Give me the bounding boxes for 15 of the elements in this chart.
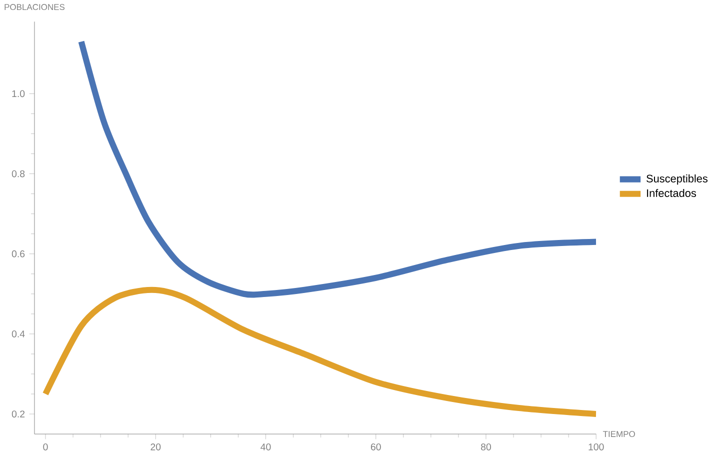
y-tick-label: 0.8	[12, 170, 25, 177]
y-tick-label: 0.2	[12, 410, 25, 418]
x-tick-label: 20	[150, 443, 161, 450]
y-tick-label: 0.6	[12, 250, 25, 258]
legend-label: Infectados	[647, 188, 696, 197]
y-tick-label: 1.0	[12, 90, 25, 97]
x-tick-label: 0	[43, 443, 48, 450]
x-tick-label: 80	[481, 443, 492, 450]
y-axis-title: POBLACIONES	[4, 4, 65, 10]
legend-label: Susceptibles	[646, 174, 708, 184]
y-tick-label: 0.4	[12, 330, 25, 338]
x-axis-title: TIEMPO	[603, 430, 635, 437]
x-tick-label: 40	[260, 443, 271, 450]
x-tick-label: 60	[370, 443, 381, 450]
x-tick-label: 100	[588, 443, 604, 450]
